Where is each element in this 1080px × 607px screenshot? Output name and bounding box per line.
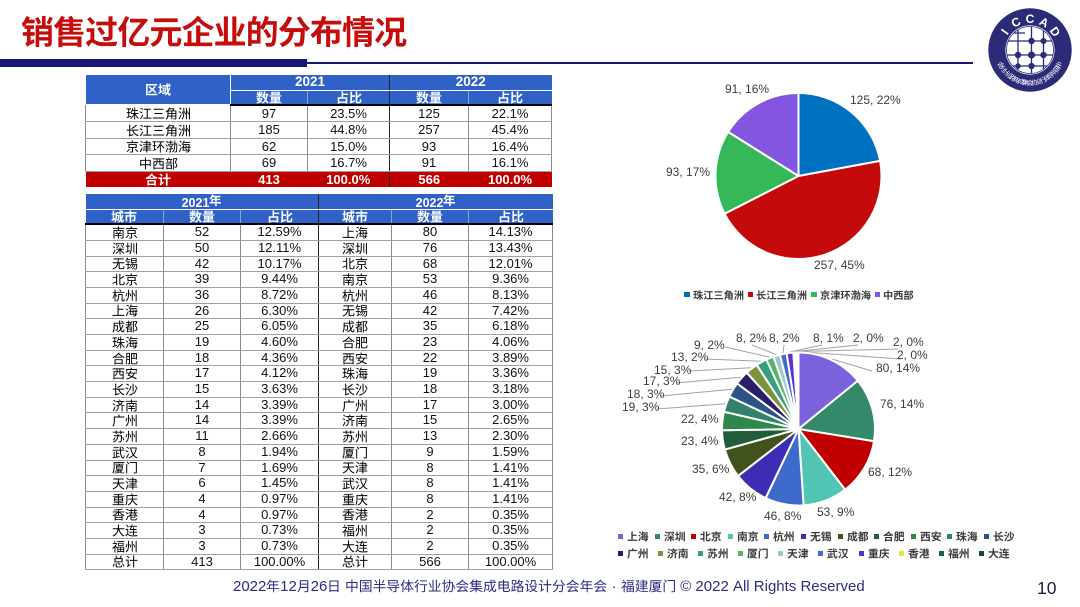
svg-text:C: C [1026, 12, 1035, 26]
svg-text:I: I [998, 26, 1011, 37]
